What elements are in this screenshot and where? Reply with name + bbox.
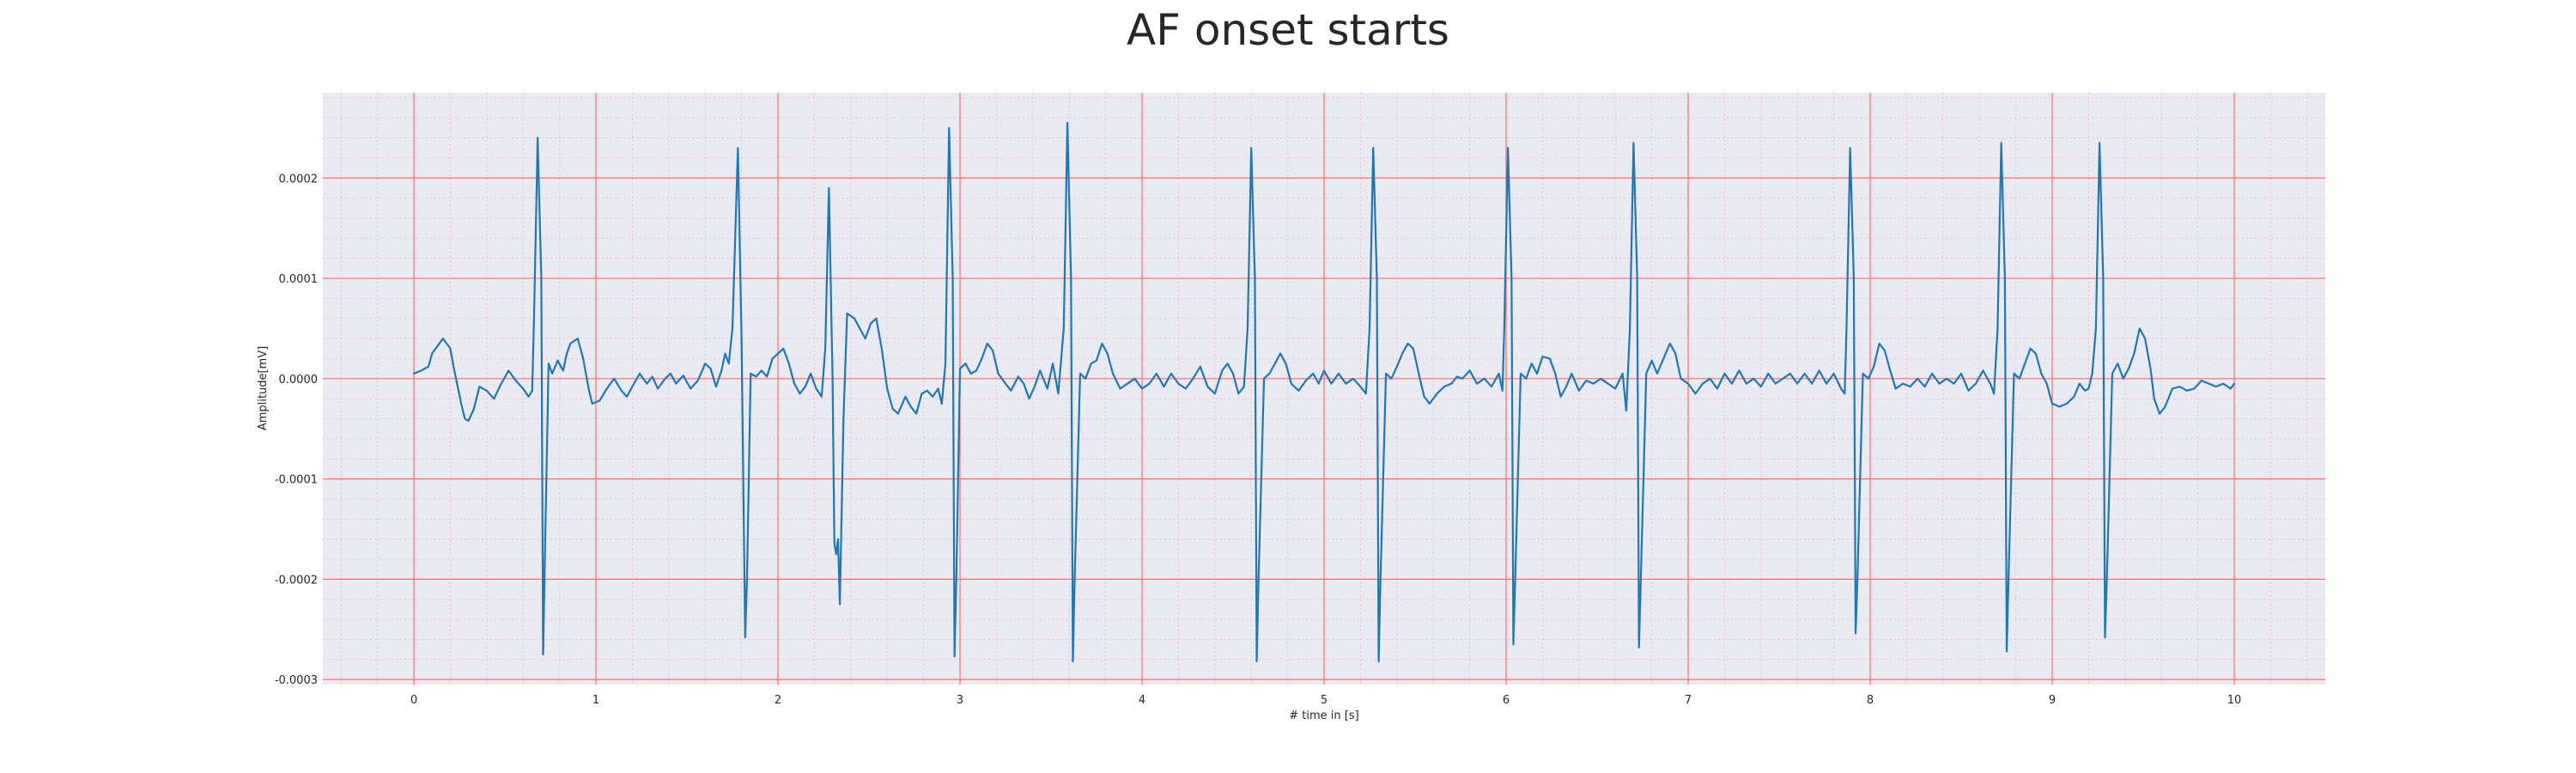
x-axis-ticks: 0 1 2 3 4 5 6 7 8 9 10 <box>410 694 2241 707</box>
x-tick-label: 8 <box>1867 694 1874 707</box>
x-tick-label: 10 <box>2227 694 2242 707</box>
y-tick-label: 0.0000 <box>279 374 319 386</box>
x-axis-label: # time in [s] <box>1289 709 1358 722</box>
y-tick-label: -0.0002 <box>275 574 318 587</box>
x-tick-label: 7 <box>1685 694 1692 707</box>
y-tick-label: -0.0001 <box>275 474 318 487</box>
y-tick-label: -0.0003 <box>275 674 318 687</box>
x-tick-label: 5 <box>1321 694 1327 707</box>
ecg-series-line <box>412 121 2236 663</box>
series-layer <box>412 121 2236 663</box>
chart-title: AF onset starts <box>1127 5 1449 55</box>
x-tick-label: 6 <box>1503 694 1510 707</box>
y-axis-ticks: -0.0003 -0.0002 -0.0001 0.0000 0.0001 0.0002 <box>275 173 318 687</box>
y-tick-label: 0.0001 <box>279 273 319 286</box>
x-tick-label: 9 <box>2049 694 2056 707</box>
x-tick-label: 1 <box>592 694 599 707</box>
y-axis-label: Amplitude[mV] <box>257 346 270 430</box>
x-tick-label: 2 <box>775 694 781 707</box>
x-tick-label: 0 <box>410 694 417 707</box>
x-tick-label: 3 <box>957 694 963 707</box>
x-tick-label: 4 <box>1139 694 1145 707</box>
y-tick-label: 0.0002 <box>279 173 319 186</box>
